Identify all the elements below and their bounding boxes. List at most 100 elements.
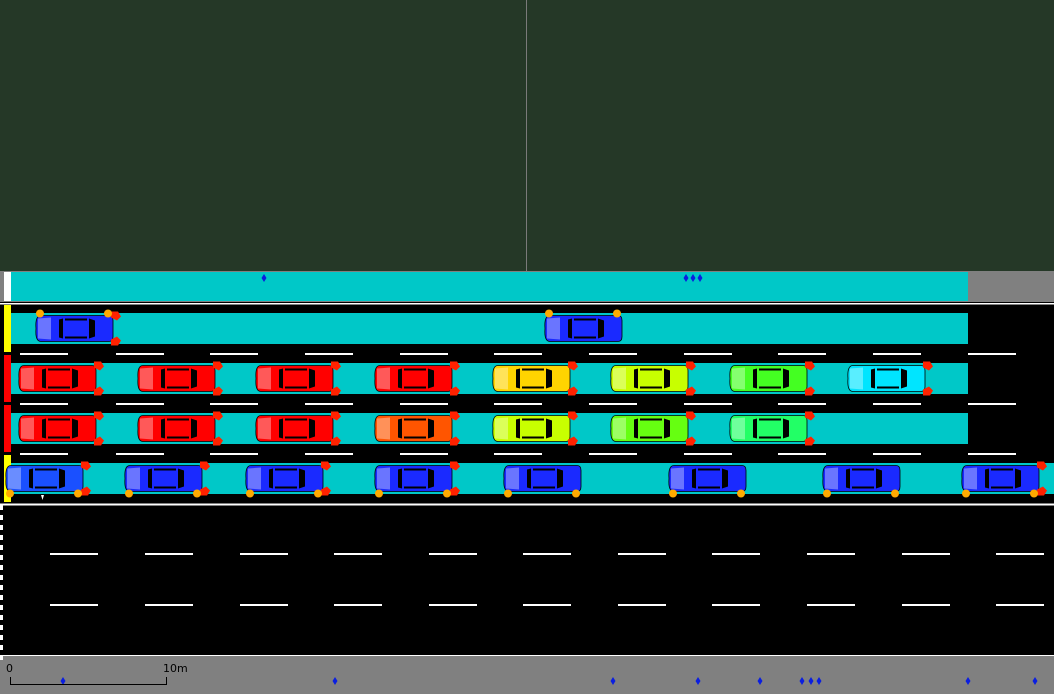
vehicle-side-window	[759, 418, 781, 421]
lane-dash	[618, 553, 666, 555]
vehicle-2-6	[610, 361, 696, 396]
detector-marker	[683, 274, 689, 282]
vehicle-4-1	[5, 461, 91, 498]
vehicle-rear-panel	[495, 367, 508, 390]
brake-light	[1037, 461, 1047, 471]
lane-dash	[684, 403, 732, 405]
brake-light	[805, 436, 815, 446]
lane-dash	[305, 403, 353, 405]
detectors-layer	[60, 274, 1038, 685]
vehicle-rear-window	[634, 368, 638, 389]
blinker	[443, 489, 451, 498]
blinker	[669, 489, 677, 498]
vehicle-2-7	[729, 361, 815, 396]
detector-marker	[695, 677, 701, 685]
vehicle-side-window	[275, 468, 297, 471]
vehicle-windshield	[309, 418, 315, 439]
road-edge	[0, 302, 1054, 694]
vehicle-rear-panel	[825, 467, 838, 490]
vehicle-2-3	[255, 361, 341, 396]
upper-road-area	[0, 271, 1054, 302]
detector-marker	[697, 274, 703, 282]
vehicle-3-3	[255, 411, 341, 446]
vehicle-4-8	[961, 461, 1047, 498]
brake-light	[686, 361, 696, 371]
scale-label-end: 10m	[163, 662, 188, 675]
vehicle-rear-panel	[258, 417, 271, 440]
vehicle-3-4	[374, 411, 460, 446]
vehicle-side-window	[35, 468, 57, 471]
vehicle-rear-window	[692, 468, 696, 489]
blinker	[193, 489, 201, 498]
left-dash	[0, 585, 3, 590]
vehicle-side-window	[65, 336, 87, 339]
left-dash	[0, 635, 3, 640]
vehicle-windshield	[901, 368, 907, 389]
detector-marker	[332, 677, 338, 685]
lane-dash	[210, 353, 258, 355]
brake-light	[200, 486, 210, 496]
left-dash	[0, 645, 3, 650]
vehicle-2-8	[847, 361, 933, 396]
vehicle-4-4	[374, 461, 460, 498]
vehicle-side-window	[404, 368, 426, 371]
vehicle-windshield	[191, 418, 197, 439]
vehicle-rear-window	[753, 368, 757, 389]
lane-dash	[968, 403, 1016, 405]
vehicle-rear-panel	[613, 367, 626, 390]
vehicle-windshield	[664, 418, 670, 439]
vehicle-rear-window	[846, 468, 850, 489]
lane-dash	[712, 604, 760, 606]
vehicle-rear-window	[279, 368, 283, 389]
lane-dash	[145, 604, 193, 606]
blinker	[314, 489, 322, 498]
left-dash	[0, 535, 3, 540]
vehicle-windshield	[428, 418, 434, 439]
brake-light	[213, 386, 223, 396]
lane-dash	[778, 353, 826, 355]
brake-light	[331, 386, 341, 396]
vehicle-rear-window	[59, 318, 63, 339]
vehicle-side-window	[404, 386, 426, 389]
vehicle-side-window	[48, 418, 70, 421]
detector-marker	[610, 677, 616, 685]
vehicle-rear-window	[161, 368, 165, 389]
lane-dash	[116, 403, 164, 405]
vehicle-side-window	[852, 486, 874, 489]
vehicle-rear-window	[29, 468, 33, 489]
vehicle-rear-panel	[127, 467, 140, 490]
lane-dash	[334, 604, 382, 606]
left-dash	[0, 595, 3, 600]
blinker	[572, 489, 580, 498]
lane-dash	[145, 553, 193, 555]
vehicle-direction-mark	[41, 495, 44, 500]
vehicle-2-4	[374, 361, 460, 396]
brake-light	[94, 386, 104, 396]
vehicle-side-window	[759, 386, 781, 389]
brake-light	[94, 411, 104, 421]
vehicle-side-window	[48, 368, 70, 371]
lane-dash	[305, 353, 353, 355]
vehicle-rear-panel	[613, 417, 626, 440]
lane-dash	[523, 553, 571, 555]
vehicle-rear-panel	[140, 367, 153, 390]
brake-light	[1037, 486, 1047, 496]
vehicle-rear-panel	[377, 367, 390, 390]
vehicle-side-window	[285, 418, 307, 421]
vehicle-rear-window	[753, 418, 757, 439]
lane-dash	[400, 403, 448, 405]
brake-light	[686, 411, 696, 421]
lane-dash	[807, 604, 855, 606]
vehicle-4-7	[822, 465, 901, 498]
brake-light	[213, 361, 223, 371]
vehicle-3-2	[137, 411, 223, 446]
vehicle-windshield	[89, 318, 95, 339]
vehicle-side-window	[533, 468, 555, 471]
left-dash	[0, 575, 3, 580]
vehicle-rear-window	[42, 368, 46, 389]
scale-bar-line	[10, 684, 167, 685]
brake-light	[94, 436, 104, 446]
brake-light	[213, 411, 223, 421]
lane-dash	[589, 353, 637, 355]
